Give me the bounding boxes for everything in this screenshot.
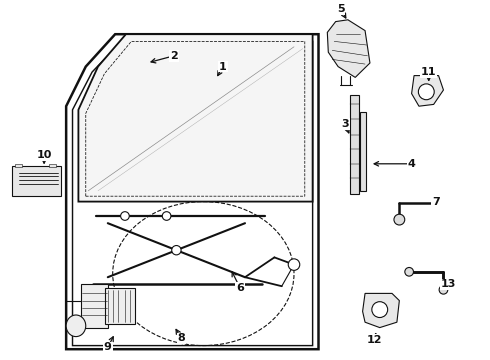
Circle shape: [439, 285, 448, 294]
Circle shape: [172, 246, 181, 255]
Text: 10: 10: [36, 150, 52, 160]
Polygon shape: [363, 293, 399, 328]
Bar: [105, 288, 135, 324]
Circle shape: [372, 302, 388, 318]
Bar: [360, 112, 366, 191]
Text: 5: 5: [337, 4, 344, 14]
Text: 3: 3: [342, 119, 349, 129]
Text: 6: 6: [236, 283, 244, 293]
Text: 13: 13: [441, 279, 456, 289]
Bar: [12, 166, 61, 196]
Bar: [350, 95, 359, 194]
Text: 4: 4: [408, 159, 416, 169]
Text: 2: 2: [170, 51, 178, 61]
Circle shape: [121, 212, 129, 220]
Ellipse shape: [66, 315, 86, 337]
Polygon shape: [327, 20, 370, 77]
Text: 11: 11: [421, 67, 437, 77]
Polygon shape: [78, 34, 313, 202]
Circle shape: [405, 267, 414, 276]
Bar: [81, 284, 108, 328]
Text: 12: 12: [367, 335, 383, 345]
Text: 1: 1: [219, 62, 227, 72]
Polygon shape: [412, 76, 443, 106]
Text: 9: 9: [104, 342, 112, 352]
Circle shape: [394, 214, 405, 225]
Circle shape: [162, 212, 171, 220]
Circle shape: [418, 84, 434, 100]
Polygon shape: [66, 34, 318, 349]
Bar: [49, 164, 56, 167]
Bar: [15, 164, 22, 167]
Circle shape: [288, 259, 300, 270]
Text: 7: 7: [432, 197, 440, 207]
Text: 8: 8: [177, 333, 185, 343]
